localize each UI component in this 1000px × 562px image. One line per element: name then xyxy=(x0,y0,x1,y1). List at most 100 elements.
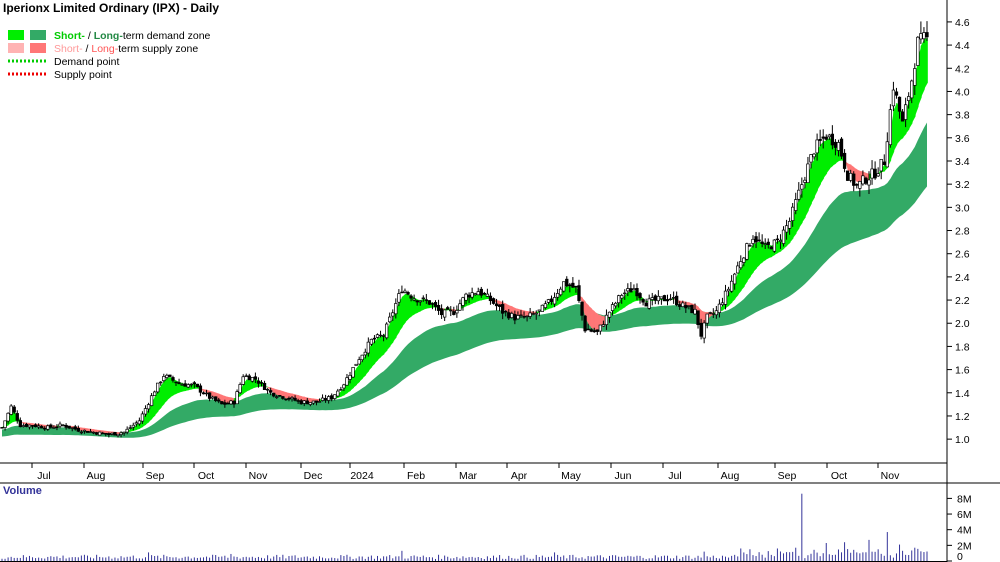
candle-body xyxy=(122,431,126,434)
legend-swatch-long-demand xyxy=(30,30,46,40)
candle-body xyxy=(720,302,725,306)
candle-body xyxy=(705,313,709,324)
candle-body xyxy=(525,315,529,318)
price-tick-label: 2.4 xyxy=(955,272,970,284)
candle-body xyxy=(464,293,468,301)
candle-body xyxy=(323,398,328,401)
date-tick-label: Jul xyxy=(668,470,681,482)
candle-body xyxy=(91,431,96,434)
candle-body xyxy=(220,401,224,405)
candle-body xyxy=(339,389,343,391)
candle-body xyxy=(497,304,502,307)
candle-body xyxy=(745,243,749,260)
candle-body xyxy=(76,428,80,432)
price-tick-label: 2.6 xyxy=(955,249,970,261)
candle-body xyxy=(101,432,105,435)
candle-body xyxy=(439,308,444,316)
legend-swatch-long-supply xyxy=(30,43,46,53)
short-demand-zone xyxy=(823,140,828,179)
date-tick-label: Jun xyxy=(615,470,632,482)
short-demand-zone xyxy=(920,39,925,98)
candle-body xyxy=(839,138,844,157)
candle-body xyxy=(668,298,673,301)
candle-body xyxy=(678,304,682,307)
candle-body xyxy=(357,359,361,365)
candle-body xyxy=(852,173,856,186)
candle-body xyxy=(354,363,358,366)
candle-body xyxy=(177,382,181,385)
price-tick-label: 3.6 xyxy=(955,133,970,145)
candle-body xyxy=(317,401,322,403)
volume-tick-label: 2M xyxy=(957,540,972,552)
candle-body xyxy=(265,389,270,391)
candle-body xyxy=(217,399,221,402)
candle-body xyxy=(58,423,62,427)
candle-body xyxy=(6,412,10,422)
candle-body xyxy=(671,297,676,299)
legend-swatch-short-demand xyxy=(8,30,24,40)
candle-body xyxy=(67,425,71,429)
candle-body xyxy=(494,303,499,307)
candle-body xyxy=(351,366,355,378)
candle-body xyxy=(378,334,383,337)
candle-body xyxy=(186,384,190,388)
candle-body xyxy=(656,295,661,302)
price-tick-label: 1.4 xyxy=(955,388,970,400)
candle-body xyxy=(757,239,761,242)
candle-body xyxy=(653,295,657,301)
date-tick-label: Dec xyxy=(304,470,323,482)
candle-body xyxy=(256,380,261,384)
candle-body xyxy=(885,141,889,168)
candle-body xyxy=(290,397,294,400)
candle-body xyxy=(247,375,251,381)
candle-body xyxy=(104,432,108,435)
candle-body xyxy=(52,427,56,429)
candle-body xyxy=(559,288,563,296)
candle-body xyxy=(156,382,160,393)
short-demand-zone xyxy=(923,37,928,90)
candle-body xyxy=(113,431,117,436)
candle-body xyxy=(168,374,172,377)
candle-body xyxy=(583,315,587,332)
candle-body xyxy=(626,288,630,292)
candle-body xyxy=(46,425,50,430)
candle-body xyxy=(342,384,346,389)
short-supply-zone xyxy=(590,308,596,331)
candle-body xyxy=(152,391,157,396)
candle-body xyxy=(894,91,899,96)
candle-body xyxy=(262,382,267,390)
candle-body xyxy=(501,304,505,314)
candle-body xyxy=(791,206,795,221)
candle-body xyxy=(320,397,325,401)
candle-body xyxy=(64,424,68,428)
candle-body xyxy=(421,297,425,300)
candle-body xyxy=(751,238,755,244)
short-demand-zone xyxy=(740,262,745,292)
candle-body xyxy=(49,424,53,428)
candle-body xyxy=(907,96,911,101)
candle-body xyxy=(15,413,19,421)
volume-tick-label: 8M xyxy=(957,493,972,505)
short-demand-zone xyxy=(810,158,815,205)
date-tick-label: Nov xyxy=(249,470,268,482)
candle-body xyxy=(827,134,831,138)
short-demand-zone xyxy=(166,377,171,401)
candle-body xyxy=(82,429,87,432)
candle-body xyxy=(201,392,206,395)
candle-body xyxy=(278,395,282,397)
volume-panel xyxy=(0,482,1000,562)
candle-body xyxy=(73,426,77,430)
candle-body xyxy=(540,304,544,312)
candle-body xyxy=(845,170,850,181)
date-tick-label: Oct xyxy=(198,470,214,482)
candle-body xyxy=(809,154,813,163)
candle-body xyxy=(830,133,835,146)
short-demand-zone xyxy=(362,355,367,379)
candle-body xyxy=(681,302,685,308)
candle-body xyxy=(690,304,694,314)
candle-body xyxy=(391,312,395,317)
candle-body xyxy=(174,381,178,384)
candle-body xyxy=(797,189,801,200)
long-term-zone xyxy=(2,122,927,438)
